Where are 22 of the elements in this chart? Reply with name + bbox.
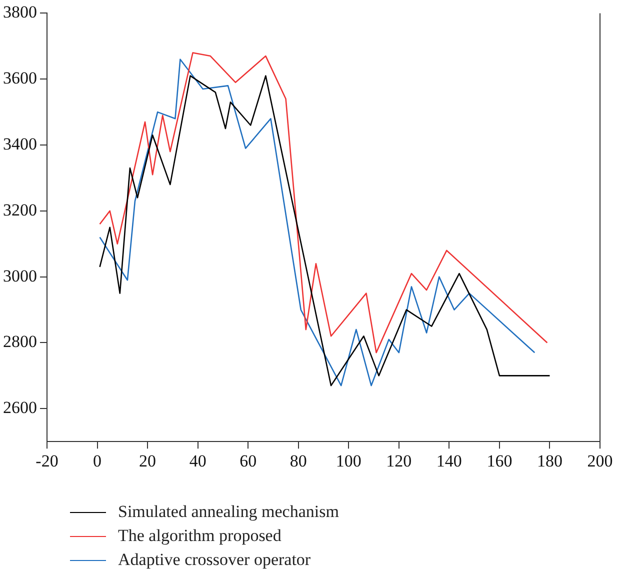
legend-label: Simulated annealing mechanism xyxy=(118,502,339,522)
x-tick-label: 180 xyxy=(536,451,562,470)
legend-label: Adaptive crossover operator xyxy=(118,550,311,570)
x-tick-label: -20 xyxy=(36,451,58,470)
y-tick-label: 2600 xyxy=(3,398,37,418)
y-tick-label: 3600 xyxy=(3,68,37,88)
x-tick-label: 40 xyxy=(189,451,206,470)
x-tick-label: 140 xyxy=(436,451,462,470)
x-tick-label: 200 xyxy=(587,451,613,470)
x-tick-label: 0 xyxy=(93,451,102,470)
x-tick-label: 120 xyxy=(386,451,412,470)
y-tick-label: 3800 xyxy=(3,2,37,22)
legend-label: The algorithm proposed xyxy=(118,526,282,546)
x-tick-label: 60 xyxy=(240,451,257,470)
x-tick-label: 80 xyxy=(290,451,307,470)
x-tick-label: 100 xyxy=(336,451,362,470)
y-tick-label: 3000 xyxy=(3,266,37,286)
y-tick-label: 2800 xyxy=(3,332,37,352)
x-tick-label: 20 xyxy=(139,451,156,470)
y-tick-label: 3400 xyxy=(3,134,37,154)
y-tick-label: 3200 xyxy=(3,200,37,220)
x-tick-label: 160 xyxy=(486,451,512,470)
